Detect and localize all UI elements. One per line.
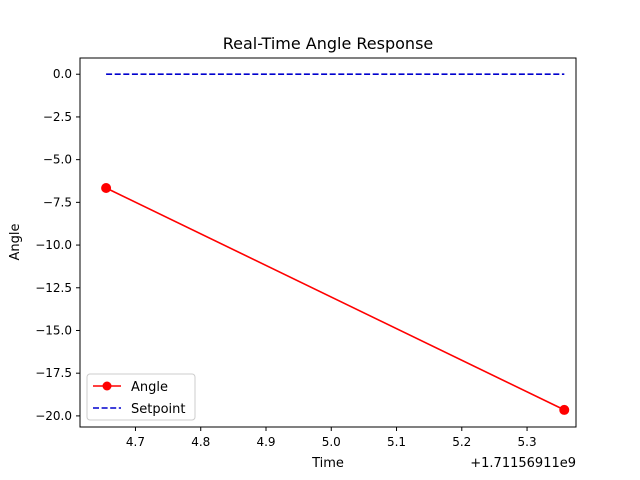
x-tick-label: 5.2 <box>452 435 471 449</box>
x-tick-label: 5.0 <box>322 435 341 449</box>
x-tick-label: 4.9 <box>256 435 275 449</box>
legend-label-setpoint: Setpoint <box>131 402 186 417</box>
legend: Angle Setpoint <box>86 373 196 421</box>
legend-marker-angle <box>102 381 112 391</box>
axes-frame <box>79 57 577 428</box>
y-tick-label: −2.5 <box>43 110 72 124</box>
y-tick-label: −7.5 <box>43 195 72 209</box>
y-tick-label: 0.0 <box>53 67 72 81</box>
y-tick-label: −17.5 <box>35 366 72 380</box>
x-tick-label: 4.8 <box>191 435 210 449</box>
series-line-angle <box>105 187 565 411</box>
y-axis-label: Angle <box>8 224 23 261</box>
plot-area: 4.7 4.8 4.9 5.0 5.1 5.2 5.3 0.0 −2.5 −5.0 −7.5 −10.… <box>35 57 577 449</box>
y-tick-label: −15.0 <box>35 323 72 337</box>
data-point-angle <box>559 404 570 415</box>
y-tick-label: −20.0 <box>35 409 72 423</box>
y-tick-label: −10.0 <box>35 238 72 252</box>
x-offset-label: +1.71156911e9 <box>470 456 576 471</box>
y-tick-label: −12.5 <box>35 281 72 295</box>
legend-label-angle: Angle <box>131 380 168 395</box>
y-tick-label: −5.0 <box>43 153 72 167</box>
x-tick-label: 5.3 <box>518 435 537 449</box>
x-tick-label: 4.7 <box>126 435 145 449</box>
x-axis-label: Time <box>311 456 344 471</box>
x-tick-label: 5.1 <box>387 435 406 449</box>
data-point-angle <box>101 183 112 194</box>
chart-title: Real-Time Angle Response <box>223 34 434 53</box>
